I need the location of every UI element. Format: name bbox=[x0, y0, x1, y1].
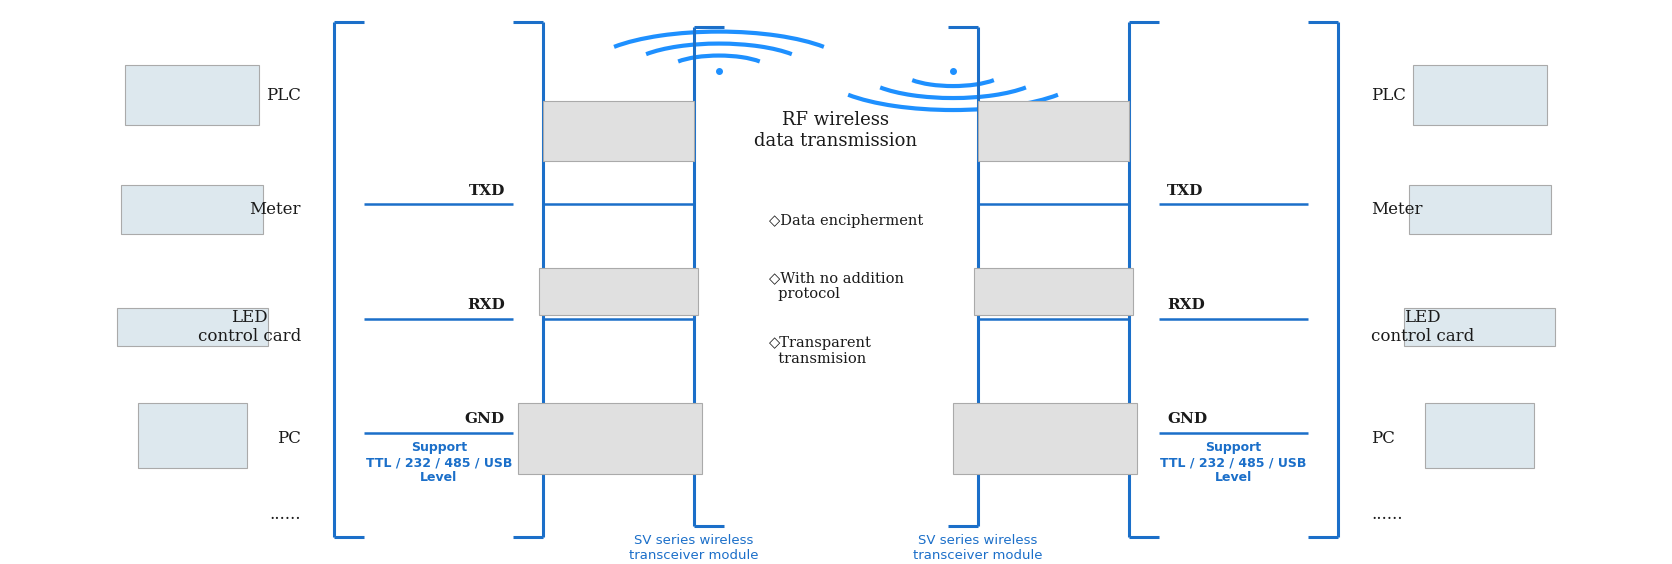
Text: PC: PC bbox=[278, 430, 301, 447]
FancyBboxPatch shape bbox=[973, 268, 1134, 315]
Text: SV series wireless
transceiver module: SV series wireless transceiver module bbox=[629, 534, 759, 562]
Text: ◇Transparent
  transmision: ◇Transparent transmision bbox=[769, 336, 873, 367]
Text: PLC: PLC bbox=[1371, 87, 1406, 104]
FancyBboxPatch shape bbox=[543, 101, 694, 161]
FancyBboxPatch shape bbox=[122, 185, 264, 234]
Text: TXD: TXD bbox=[1167, 184, 1204, 198]
Text: ......: ...... bbox=[1371, 506, 1403, 523]
FancyBboxPatch shape bbox=[1408, 185, 1552, 234]
Text: GND: GND bbox=[1167, 412, 1207, 426]
FancyBboxPatch shape bbox=[978, 101, 1129, 161]
Text: RXD: RXD bbox=[1167, 298, 1206, 312]
FancyBboxPatch shape bbox=[137, 403, 247, 469]
Text: ◇Data encipherment: ◇Data encipherment bbox=[769, 214, 923, 228]
Text: Meter: Meter bbox=[249, 201, 301, 218]
Text: Support
TTL / 232 / 485 / USB
Level: Support TTL / 232 / 485 / USB Level bbox=[366, 442, 512, 484]
FancyBboxPatch shape bbox=[1404, 308, 1555, 346]
Text: RF wireless
data transmission: RF wireless data transmission bbox=[754, 111, 918, 150]
Text: PLC: PLC bbox=[266, 87, 301, 104]
Text: PC: PC bbox=[1371, 430, 1394, 447]
Text: Support
TTL / 232 / 485 / USB
Level: Support TTL / 232 / 485 / USB Level bbox=[1160, 442, 1306, 484]
Text: Meter: Meter bbox=[1371, 201, 1423, 218]
Text: LED
control card: LED control card bbox=[1371, 309, 1475, 345]
Text: TXD: TXD bbox=[468, 184, 505, 198]
FancyBboxPatch shape bbox=[1425, 403, 1535, 469]
FancyBboxPatch shape bbox=[125, 65, 259, 125]
FancyBboxPatch shape bbox=[518, 403, 702, 474]
Text: RXD: RXD bbox=[466, 298, 505, 312]
Text: LED
control card: LED control card bbox=[197, 309, 301, 345]
Text: ......: ...... bbox=[269, 506, 301, 523]
Text: GND: GND bbox=[465, 412, 505, 426]
FancyBboxPatch shape bbox=[1413, 65, 1547, 125]
FancyBboxPatch shape bbox=[953, 403, 1137, 474]
FancyBboxPatch shape bbox=[117, 308, 268, 346]
Text: SV series wireless
transceiver module: SV series wireless transceiver module bbox=[913, 534, 1043, 562]
Text: ◇With no addition
  protocol: ◇With no addition protocol bbox=[769, 271, 905, 301]
FancyBboxPatch shape bbox=[538, 268, 697, 315]
